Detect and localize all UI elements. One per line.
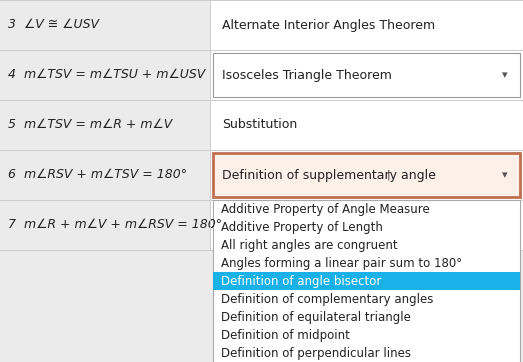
Text: Angles forming a linear pair sum to 180°: Angles forming a linear pair sum to 180° xyxy=(221,257,462,269)
Text: Definition of perpendicular lines: Definition of perpendicular lines xyxy=(221,346,411,359)
Text: ▾: ▾ xyxy=(502,170,508,180)
Text: Substitution: Substitution xyxy=(222,118,297,131)
Text: All right angles are congruent: All right angles are congruent xyxy=(221,239,397,252)
Text: 3  ∠V ≅ ∠USV: 3 ∠V ≅ ∠USV xyxy=(8,18,99,31)
Bar xyxy=(213,200,520,362)
Text: Definition of equilateral triangle: Definition of equilateral triangle xyxy=(221,311,411,324)
Text: Isosceles Triangle Theorem: Isosceles Triangle Theorem xyxy=(222,68,392,81)
Bar xyxy=(0,200,210,250)
Text: 7  m∠R + m∠V + m∠RSV = 180°: 7 m∠R + m∠V + m∠RSV = 180° xyxy=(8,219,222,232)
Text: 4  m∠TSV = m∠TSU + m∠USV: 4 m∠TSV = m∠TSU + m∠USV xyxy=(8,68,205,81)
Text: Definition of complementary angles: Definition of complementary angles xyxy=(221,292,434,306)
Text: 7  m∠R + m∠V + m∠RSV = 180°: 7 m∠R + m∠V + m∠RSV = 180° xyxy=(8,219,222,232)
Bar xyxy=(213,153,520,197)
Text: Definition of supplementary angle: Definition of supplementary angle xyxy=(222,168,436,181)
Bar xyxy=(213,272,520,290)
Text: 5  m∠TSV = m∠R + m∠V: 5 m∠TSV = m∠R + m∠V xyxy=(8,118,172,131)
Bar xyxy=(210,0,523,250)
Text: Additive Property of Angle Measure: Additive Property of Angle Measure xyxy=(221,202,430,215)
Text: Definition of midpoint: Definition of midpoint xyxy=(221,328,350,341)
Bar xyxy=(213,53,520,97)
Text: 6  m∠RSV + m∠TSV = 180°: 6 m∠RSV + m∠TSV = 180° xyxy=(8,168,187,181)
Text: |: | xyxy=(387,170,391,180)
Text: Definition of angle bisector: Definition of angle bisector xyxy=(221,274,381,287)
Text: Alternate Interior Angles Theorem: Alternate Interior Angles Theorem xyxy=(222,18,435,31)
Text: Additive Property of Length: Additive Property of Length xyxy=(221,220,383,233)
Text: ▾: ▾ xyxy=(502,70,508,80)
